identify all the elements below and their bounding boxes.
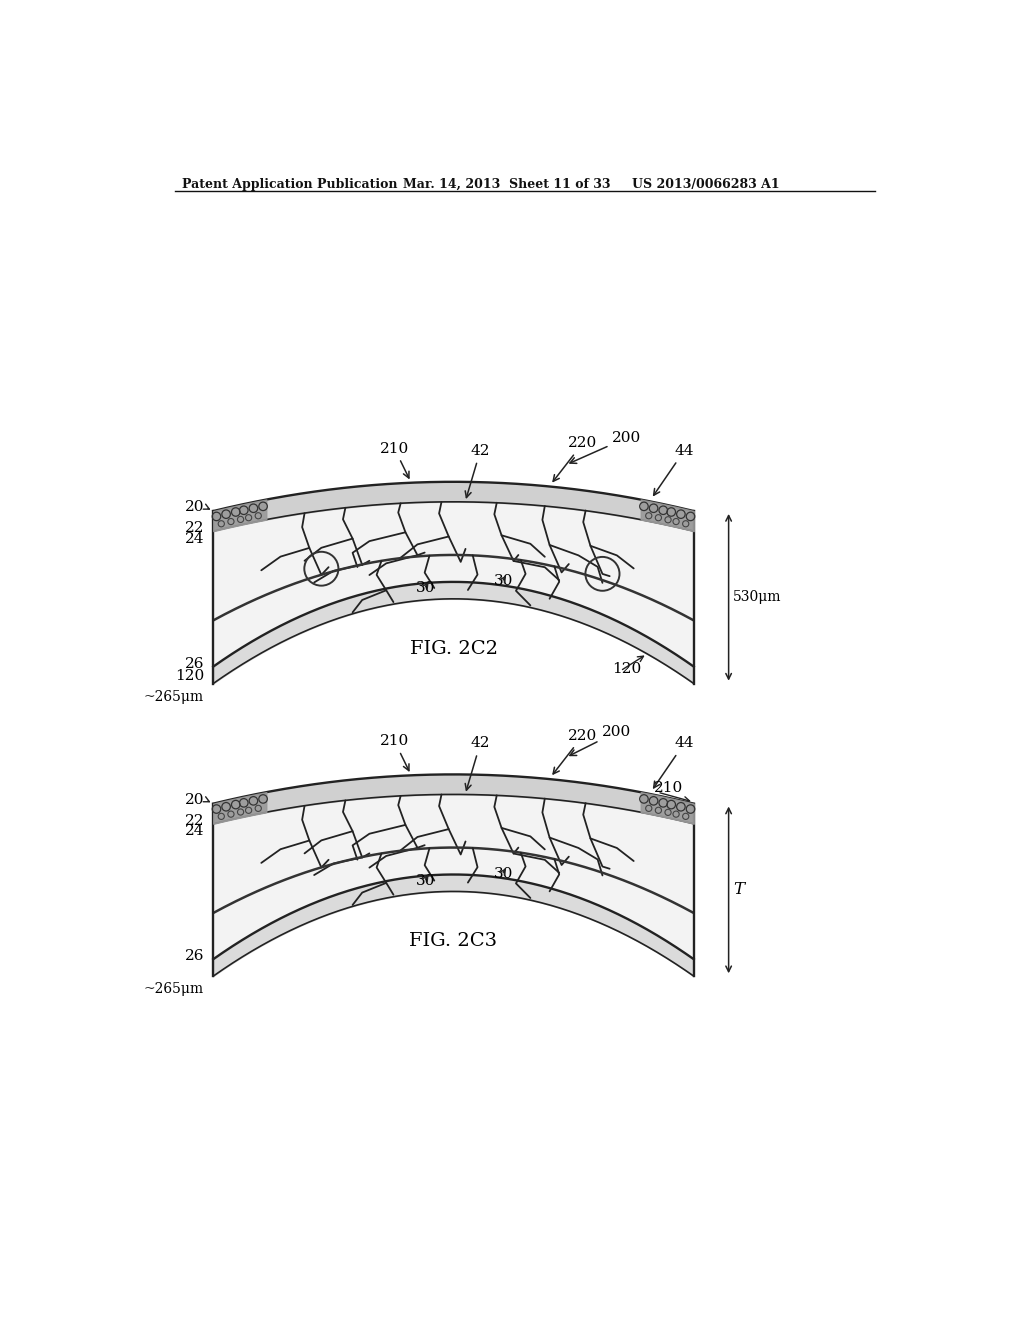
Text: 530μm: 530μm [733,590,781,605]
Text: 120: 120 [612,663,642,676]
Text: 30: 30 [494,866,513,880]
Text: 26: 26 [184,949,204,964]
Text: 210: 210 [380,734,410,771]
Text: 210: 210 [653,781,683,795]
Polygon shape [213,795,693,960]
Text: 30: 30 [417,581,435,595]
Text: US 2013/0066283 A1: US 2013/0066283 A1 [632,178,779,190]
Polygon shape [213,502,693,667]
Text: 200: 200 [570,430,642,463]
Text: Patent Application Publication: Patent Application Publication [182,178,397,190]
Text: 26: 26 [184,656,204,671]
Text: 20: 20 [184,793,204,807]
Text: 24: 24 [184,532,204,545]
Text: 210: 210 [380,442,410,478]
Text: T: T [733,882,744,899]
Text: 44: 44 [653,737,694,788]
Text: 24: 24 [184,825,204,838]
Text: 30: 30 [417,874,435,888]
Text: 44: 44 [653,444,694,495]
Text: 120: 120 [175,669,204,682]
Text: 220: 220 [553,729,597,774]
Text: 42: 42 [465,737,490,791]
Text: 42: 42 [465,444,490,498]
Text: FIG. 2C3: FIG. 2C3 [410,932,498,950]
Text: 30: 30 [494,574,513,587]
Text: 200: 200 [570,725,632,755]
Text: ~265μm: ~265μm [143,689,204,704]
Text: 22: 22 [184,813,204,828]
Text: 220: 220 [553,436,597,482]
Text: Mar. 14, 2013  Sheet 11 of 33: Mar. 14, 2013 Sheet 11 of 33 [403,178,610,190]
Text: FIG. 2C2: FIG. 2C2 [410,640,498,657]
Text: 22: 22 [184,521,204,535]
Text: 20: 20 [184,500,204,515]
Text: ~265μm: ~265μm [143,982,204,997]
